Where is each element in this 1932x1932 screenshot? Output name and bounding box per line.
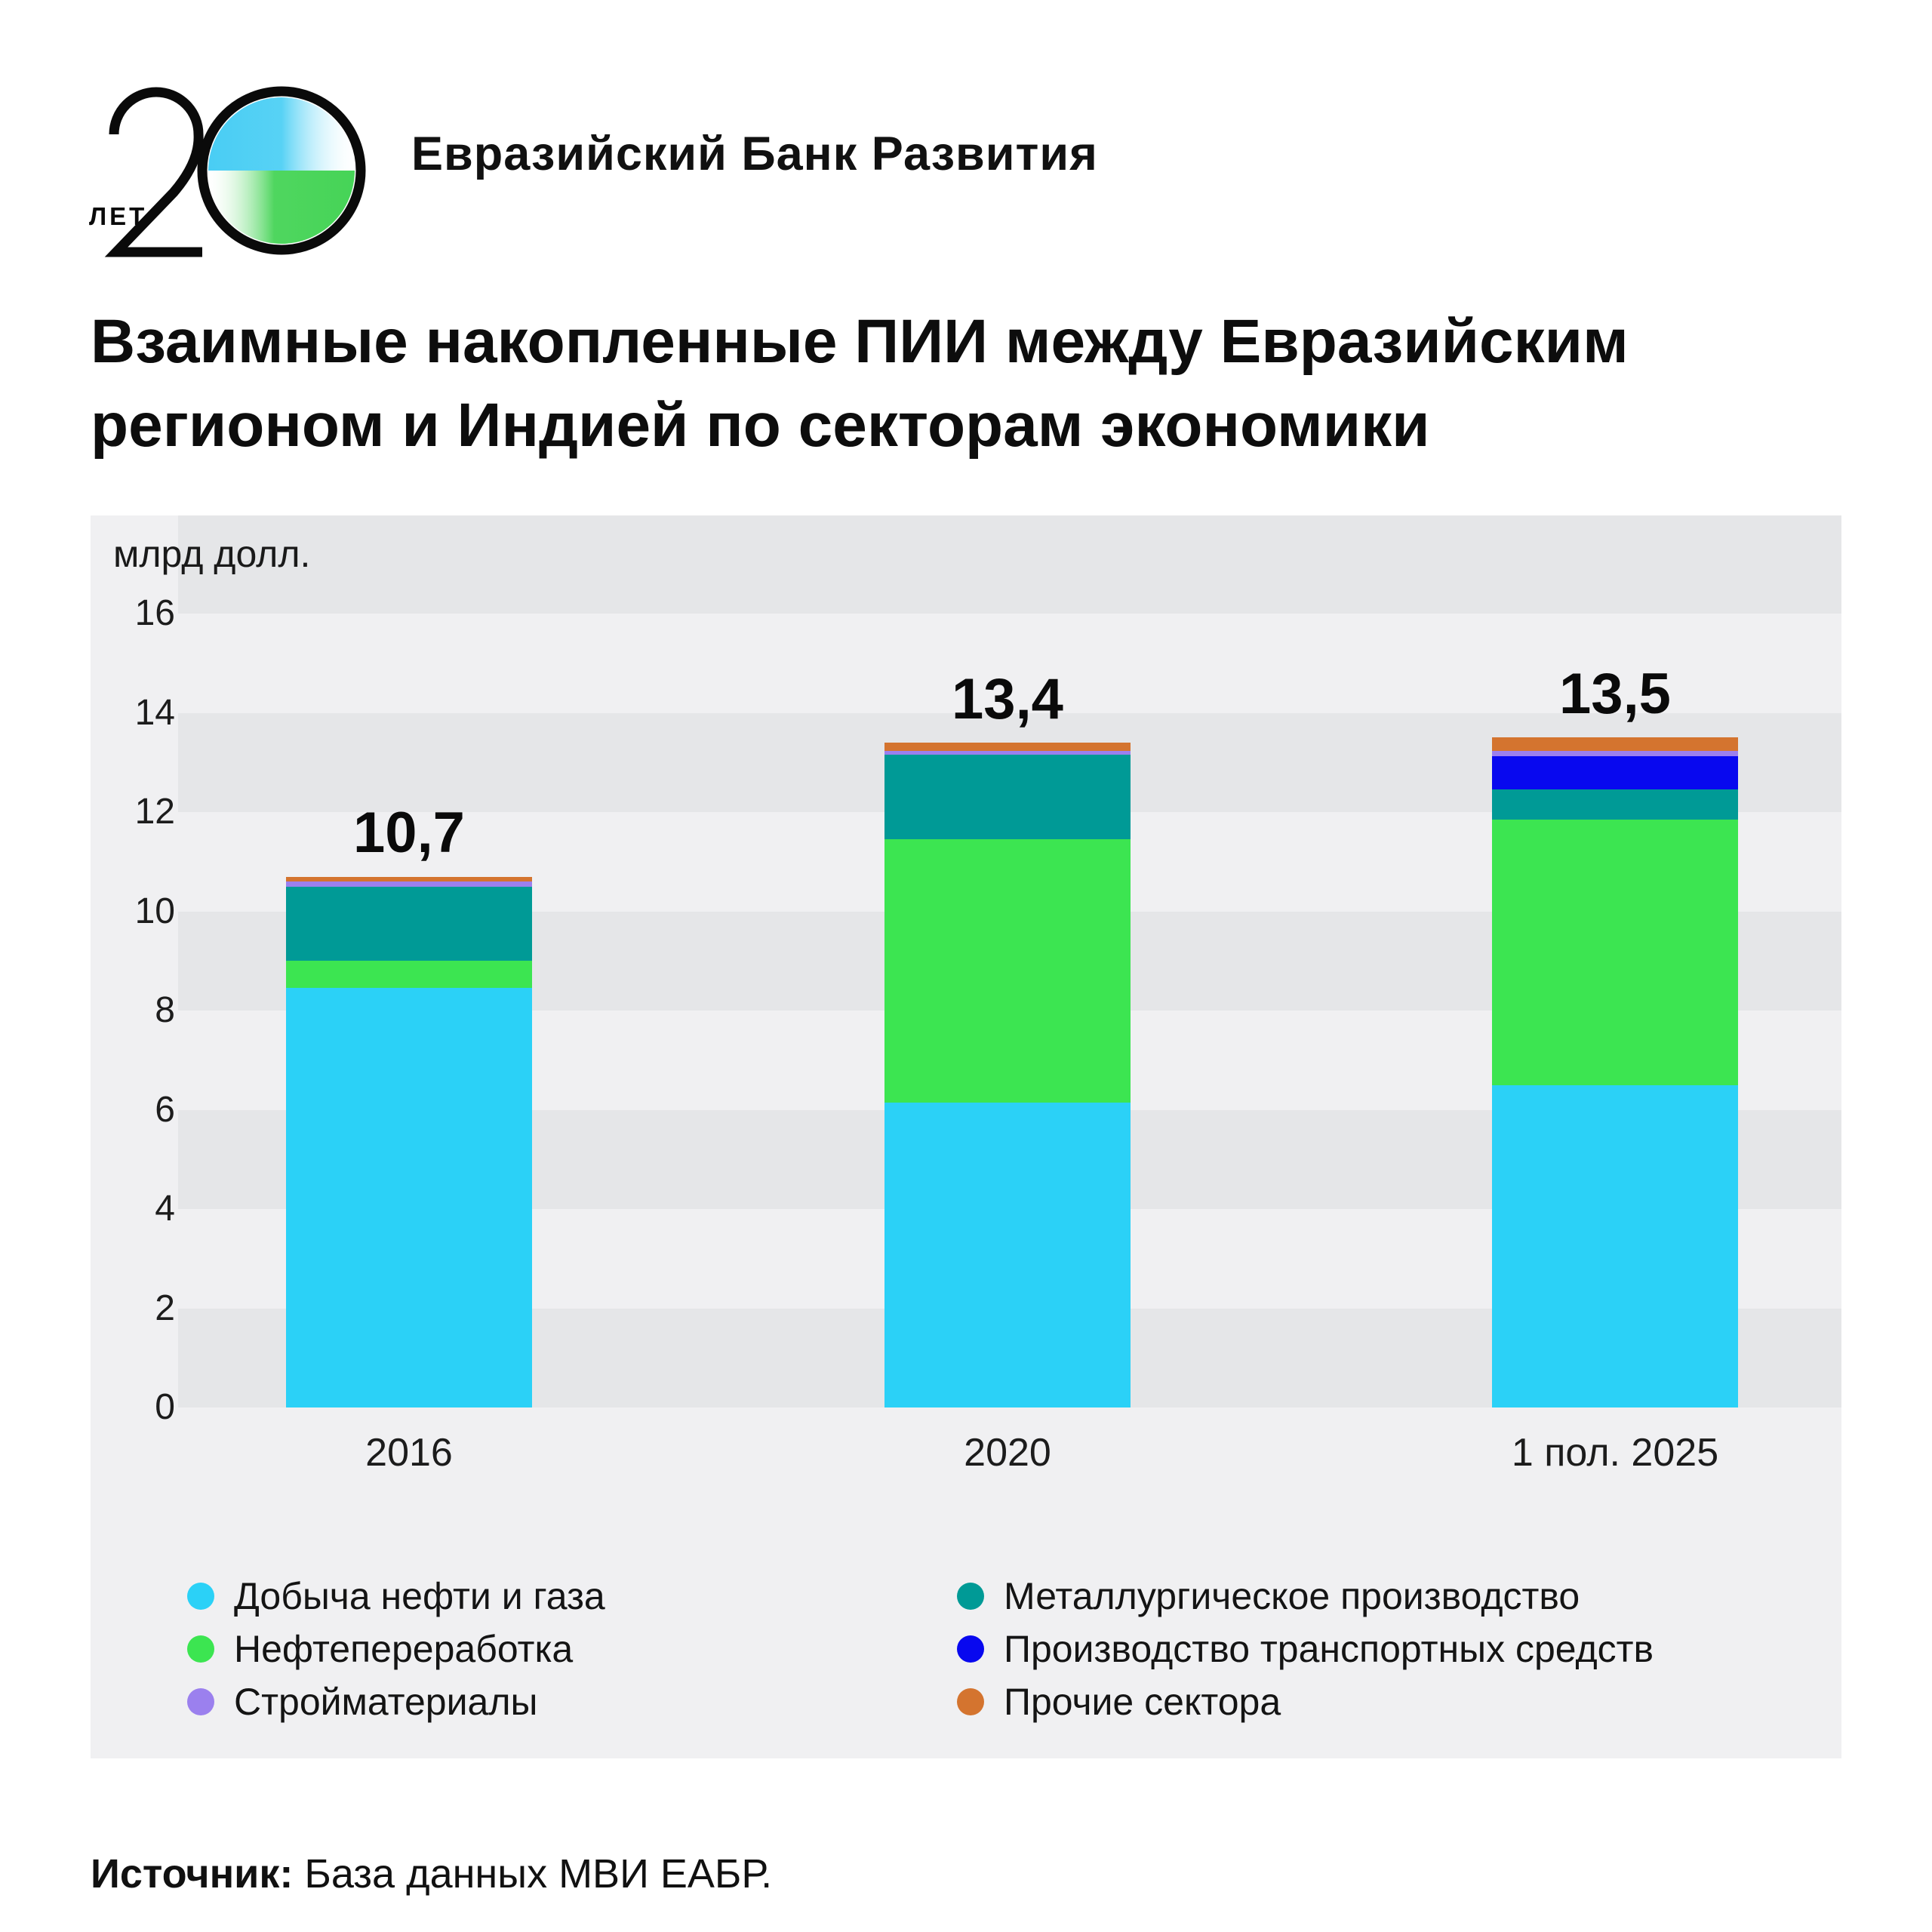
bar-segment-oil-refining <box>1492 819 1738 1085</box>
y-tick-label-4: 4 <box>155 1189 175 1229</box>
bar-segment-oil-gas-extraction <box>1492 1084 1738 1407</box>
y-tick-label-10: 10 <box>134 891 175 931</box>
bank-name: Евразийский Банк Развития <box>411 128 1098 180</box>
edb-20-years-logo-graphic: ЛЕТ <box>89 86 366 257</box>
bar-segment-oil-refining <box>286 961 532 989</box>
logo-digit-0-circle <box>197 86 366 255</box>
bar-segment-metallurgy <box>286 886 532 961</box>
bar-segment-vehicle-manufacturing <box>1492 756 1738 790</box>
bar-total-label: 10,7 <box>353 801 465 866</box>
legend-label-vehicle-manufacturing: Производство транспортных средств <box>1004 1628 1654 1670</box>
legend-dot-construction-materials <box>187 1688 214 1715</box>
source-note: Источник: База данных МВИ ЕАБР. <box>91 1850 772 1897</box>
x-axis-label-2025h1: 1 пол. 2025 <box>1511 1431 1719 1475</box>
bar-segment-other-sectors <box>1492 737 1738 752</box>
y-tick-label-16: 16 <box>134 593 175 633</box>
y-tick-label-8: 8 <box>155 990 175 1030</box>
bar-segment-oil-gas-extraction <box>286 988 532 1407</box>
chart-title-line-1: Взаимные накопленные ПИИ между Евразийск… <box>91 307 1629 376</box>
chart-title: Взаимные накопленные ПИИ между Евразийск… <box>91 300 1629 467</box>
logo-digit-2 <box>104 87 204 257</box>
bar-2016 <box>286 876 532 1407</box>
plot-area: 10,7 13,4 13,5 <box>178 515 1841 1407</box>
legend-dot-other-sectors <box>957 1688 984 1715</box>
legend-label-construction-materials: Стройматериалы <box>234 1681 538 1723</box>
logo-blue-half <box>208 97 355 171</box>
bar-segment-construction-materials <box>286 881 532 887</box>
y-tick-label-2: 2 <box>155 1287 175 1328</box>
legend-column-1: Добыча нефти и газа Нефтепереработка Строй… <box>187 1575 605 1723</box>
x-axis-label-2016: 2016 <box>365 1431 453 1475</box>
legend-label-oil-refining: Нефтепереработка <box>234 1628 574 1670</box>
bar-total-label: 13,5 <box>1559 662 1671 727</box>
bar-segment-metallurgy <box>884 755 1131 840</box>
bar-segment-other-sectors <box>884 742 1131 752</box>
legend-item-metallurgy: Металлургическое производство <box>957 1575 1654 1617</box>
legend-item-vehicle-manufacturing: Производство транспортных средств <box>957 1628 1654 1670</box>
bar-segment-oil-gas-extraction <box>884 1102 1131 1407</box>
source-text: База данных МВИ ЕАБР. <box>293 1851 773 1897</box>
edb-logo: ЛЕТ <box>89 82 368 261</box>
y-axis-unit-label: млрд долл. <box>113 533 311 575</box>
bar-segment-construction-materials <box>1492 751 1738 757</box>
legend-item-oil-gas-extraction: Добыча нефти и газа <box>187 1575 605 1617</box>
plot-band-top <box>178 515 1841 614</box>
legend-item-construction-materials: Стройматериалы <box>187 1681 605 1723</box>
chart-card: млрд долл. 10,7 13,4 13,5 16 14 12 10 8 6 4 2 0 201… <box>91 515 1841 1758</box>
logo-green-half <box>208 171 355 244</box>
y-tick-label-0: 0 <box>155 1387 175 1427</box>
legend-dot-oil-refining <box>187 1635 214 1663</box>
legend-label-other-sectors: Прочие сектора <box>1004 1681 1281 1723</box>
bar-segment-oil-refining <box>884 839 1131 1103</box>
bar-segment-other-sectors <box>286 876 532 882</box>
legend-label-oil-gas-extraction: Добыча нефти и газа <box>234 1575 605 1617</box>
y-tick-label-12: 12 <box>134 792 175 832</box>
bar-2020 <box>884 742 1131 1407</box>
legend-item-oil-refining: Нефтепереработка <box>187 1628 605 1670</box>
y-tick-label-6: 6 <box>155 1089 175 1130</box>
bar-total-label: 13,4 <box>952 666 1063 731</box>
legend-label-metallurgy: Металлургическое производство <box>1004 1575 1580 1617</box>
bar-2025h1 <box>1492 737 1738 1407</box>
bar-segment-construction-materials <box>884 751 1131 755</box>
chart-title-line-2: регионом и Индией по секторам экономики <box>91 390 1430 460</box>
legend-item-other-sectors: Прочие сектора <box>957 1681 1654 1723</box>
legend-dot-oil-gas-extraction <box>187 1583 214 1610</box>
legend-column-2: Металлургическое производство Производств… <box>957 1575 1654 1723</box>
bar-segment-metallurgy <box>1492 789 1738 820</box>
source-label: Источник: <box>91 1851 294 1897</box>
y-tick-label-14: 14 <box>134 692 175 733</box>
x-axis-label-2020: 2020 <box>964 1431 1051 1475</box>
plot-band <box>178 614 1841 713</box>
legend-dot-metallurgy <box>957 1583 984 1610</box>
legend-dot-vehicle-manufacturing <box>957 1635 984 1663</box>
